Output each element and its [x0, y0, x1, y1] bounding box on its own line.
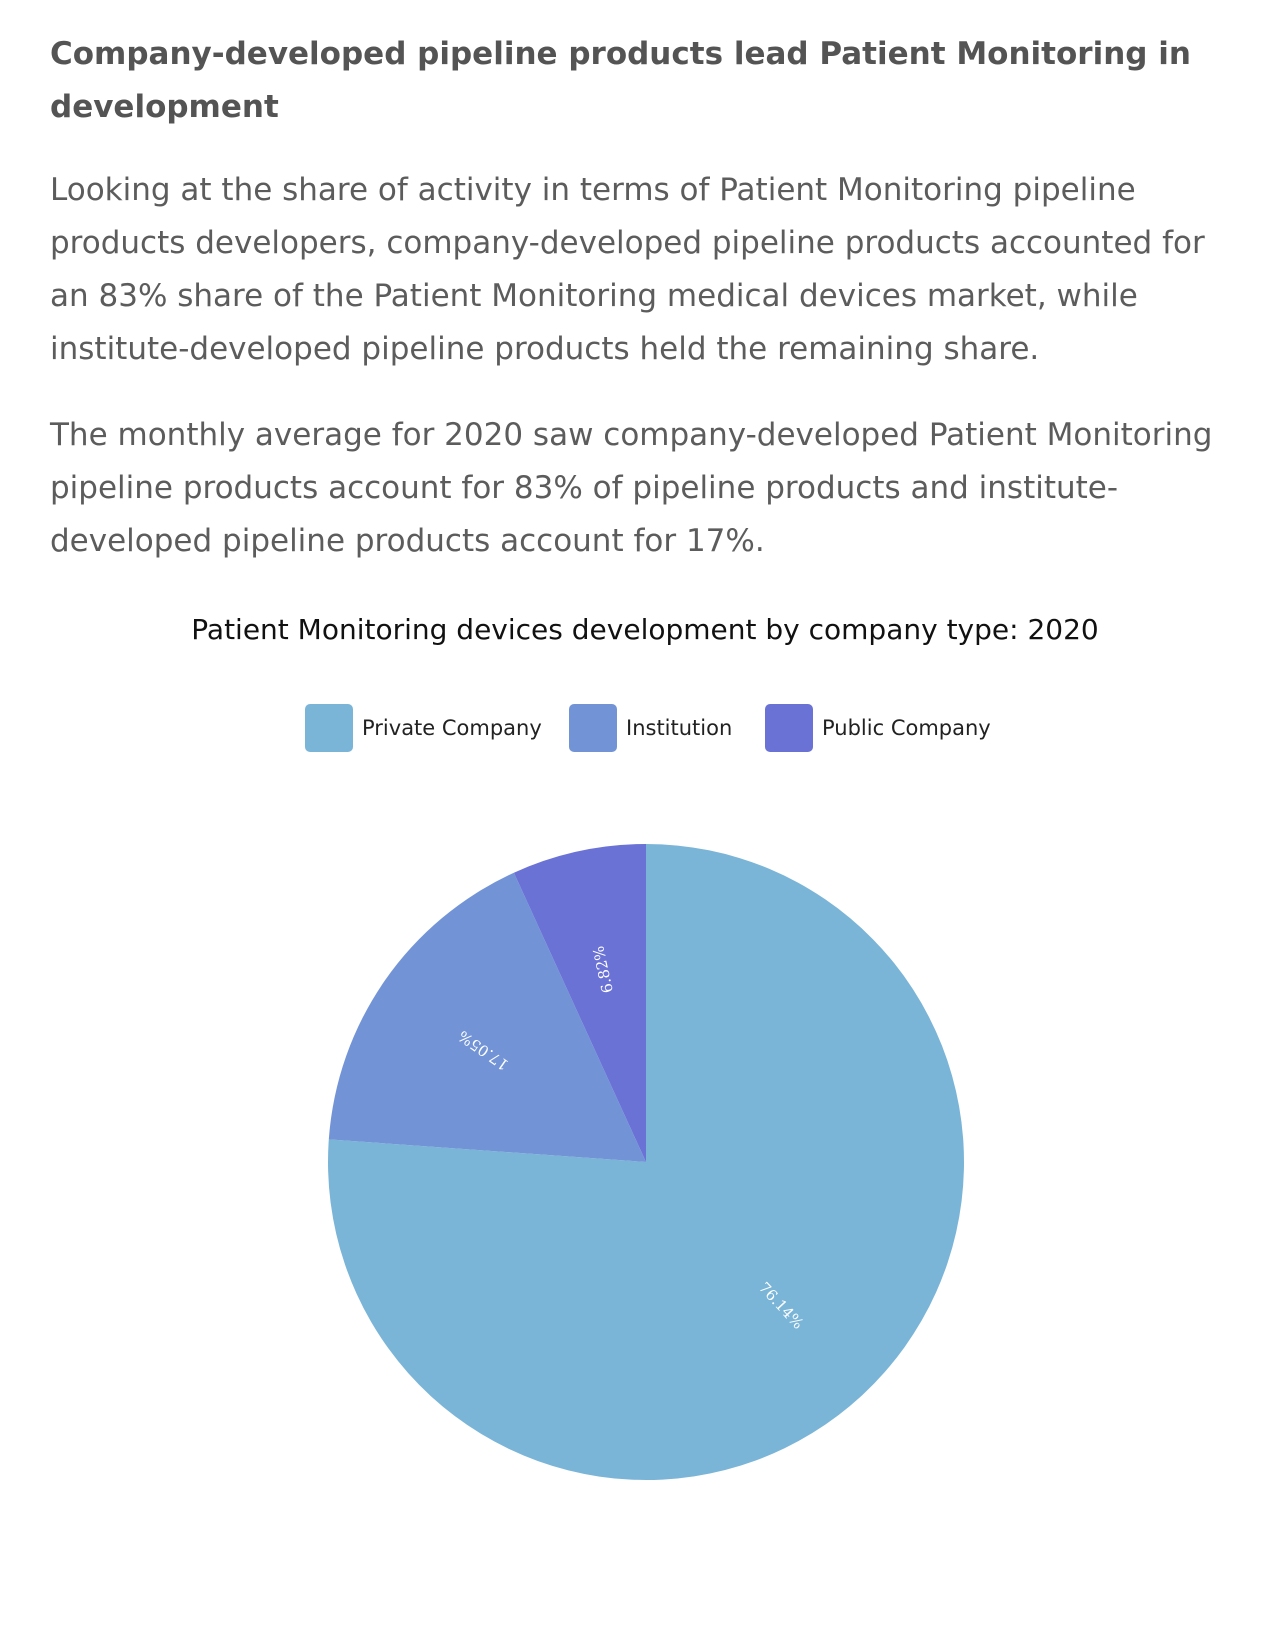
legend-swatch-public-company: [765, 704, 813, 752]
pie-slice-institution[interactable]: [328, 872, 646, 1162]
pie-label-institution: 17.05%: [455, 1027, 512, 1074]
legend-swatch-institution: [569, 704, 617, 752]
article-paragraph-2: The monthly average for 2020 saw company…: [50, 417, 1213, 559]
pie-label-private-company: 76.14%: [755, 1279, 807, 1333]
article: Company-developed pipeline products lead…: [50, 28, 1240, 568]
chart-legend: Private Company Institution Public Compa…: [0, 704, 1266, 752]
article-paragraph-1: Looking at the share of activity in term…: [50, 172, 1205, 367]
legend-item-institution[interactable]: Institution: [569, 704, 732, 752]
legend-label-institution: Institution: [626, 716, 733, 740]
legend-swatch-private-company: [305, 704, 353, 752]
pie-slice-private-company[interactable]: [327, 844, 964, 1481]
legend-item-private-company[interactable]: Private Company: [305, 704, 542, 752]
legend-label-private-company: Private Company: [362, 716, 542, 740]
pie-slice-public-company[interactable]: [513, 844, 646, 1162]
chart-title: Patient Monitoring devices development b…: [191, 613, 1099, 646]
pie-label-public-company: 6.82%: [589, 944, 617, 994]
legend-item-public-company[interactable]: Public Company: [765, 704, 991, 752]
legend-label-public-company: Public Company: [822, 716, 991, 740]
article-heading: Company-developed pipeline products lead…: [50, 36, 1191, 125]
